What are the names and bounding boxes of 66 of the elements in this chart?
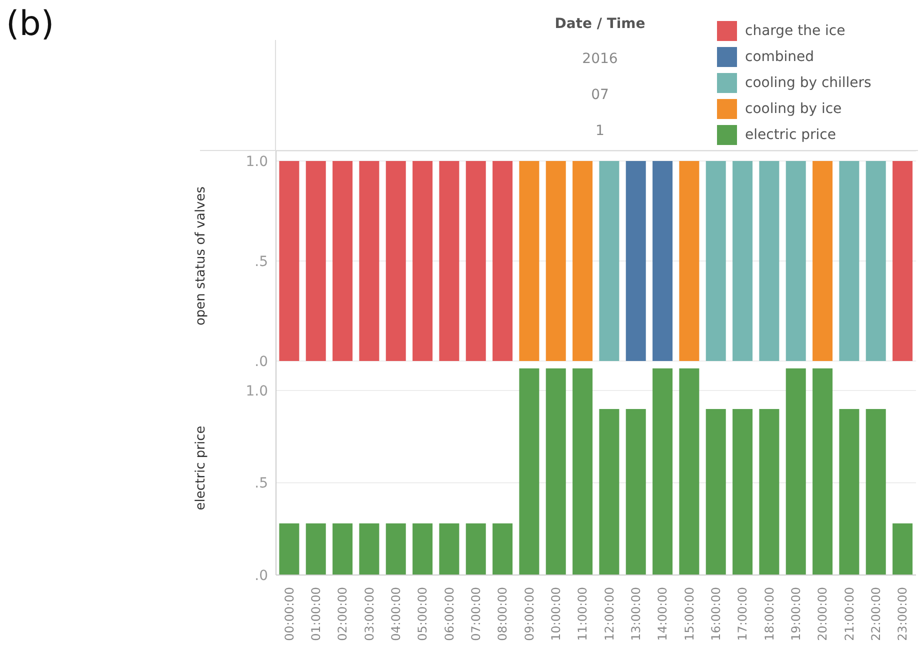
- y-tick-label: .5: [254, 476, 268, 492]
- text: 1: [594, 122, 606, 141]
- bar: [599, 408, 620, 575]
- x-tick-label: 00:00:00: [282, 587, 296, 641]
- text: 07: [590, 86, 610, 105]
- legend-label: electric price: [745, 127, 837, 143]
- x-tick-label: 06:00:00: [442, 587, 456, 641]
- bar: [679, 368, 700, 575]
- bar: [786, 368, 806, 575]
- x-tick-label: 19:00:00: [789, 587, 803, 641]
- bar: [439, 523, 460, 575]
- x-tick-label: 21:00:00: [842, 587, 856, 641]
- x-tick-label: 05:00:00: [416, 587, 430, 641]
- y-tick-label: 1.0: [246, 383, 268, 400]
- bar: [866, 408, 886, 575]
- bar: [892, 523, 913, 575]
- bar: [759, 408, 780, 575]
- bar: [519, 368, 540, 575]
- x-tick-label: 02:00:00: [336, 587, 350, 641]
- bar: [332, 523, 353, 575]
- chart-title: (b): [6, 4, 54, 44]
- bar: [572, 368, 593, 575]
- x-tick-label: 03:00:00: [362, 587, 376, 641]
- legend-label: combined: [745, 49, 816, 65]
- x-tick-label: 12:00:00: [602, 587, 616, 641]
- bar: [492, 523, 513, 575]
- x-tick-label: 10:00:00: [549, 587, 563, 641]
- x-tick-label: 04:00:00: [389, 587, 403, 641]
- bar: [412, 523, 433, 575]
- text: 2016: [581, 50, 619, 69]
- bar: [386, 523, 406, 575]
- x-tick-label: 11:00:00: [576, 587, 590, 641]
- y-tick-label: .0: [254, 568, 268, 584]
- bar: [546, 368, 566, 575]
- y-tick-label: .5: [254, 254, 268, 270]
- x-tick-label: 17:00:00: [736, 587, 750, 641]
- x-tick-label: 22:00:00: [869, 587, 883, 641]
- y-axis-title: open status of valves: [194, 186, 209, 326]
- x-tick-label: 23:00:00: [896, 587, 910, 641]
- x-tick-label: 07:00:00: [469, 587, 483, 641]
- bar: [706, 408, 726, 575]
- bar: [359, 523, 380, 575]
- x-tick-label: 13:00:00: [629, 587, 643, 641]
- bar: [279, 523, 300, 575]
- bar: [812, 368, 833, 575]
- bar: [306, 523, 326, 575]
- x-tick-label: 09:00:00: [522, 587, 536, 641]
- y-tick-label: .0: [254, 354, 268, 370]
- x-tick-label: 20:00:00: [816, 587, 830, 641]
- y-tick-label: 1.0: [246, 154, 268, 170]
- bar: [732, 408, 753, 575]
- legend-label: cooling by ice: [745, 101, 843, 117]
- y-axis-title: electric price: [194, 426, 209, 510]
- x-tick-label: 08:00:00: [496, 587, 510, 641]
- legend-label: charge the ice: [745, 23, 846, 39]
- x-tick-label: 16:00:00: [709, 587, 723, 641]
- x-tick-label: 14:00:00: [656, 587, 670, 641]
- bar: [839, 408, 860, 575]
- x-tick-label: 01:00:00: [309, 587, 323, 641]
- bar: [626, 408, 646, 575]
- x-tick-label: 18:00:00: [762, 587, 776, 641]
- x-axis-title: Date / Time: [554, 16, 646, 34]
- x-tick-label: 15:00:00: [682, 587, 696, 641]
- bar: [466, 523, 486, 575]
- legend-label: cooling by chillers: [745, 75, 872, 91]
- bar: [652, 368, 673, 575]
